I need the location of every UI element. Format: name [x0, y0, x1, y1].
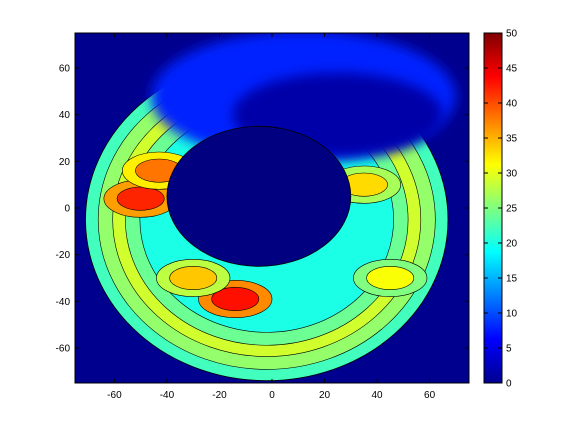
x-tick-label: 0	[269, 390, 275, 401]
x-tick-label: 20	[319, 390, 331, 401]
colorbar-tick-label: 15	[506, 274, 518, 285]
x-tick-label: 40	[372, 390, 384, 401]
colorbar-tick-label: 40	[506, 99, 518, 110]
data-field	[85, 33, 457, 382]
data-hotspot-core	[211, 287, 260, 311]
y-tick-label: 60	[59, 64, 71, 75]
colorbar-tick-label: 5	[506, 344, 512, 355]
data-hotspot-core	[366, 266, 415, 290]
y-tick-label: 40	[59, 110, 71, 121]
colorbar-tick-label: 0	[506, 379, 512, 390]
x-axis: -60 -40 -20 0 20 40 60	[107, 33, 436, 401]
x-tick-label: -40	[160, 390, 175, 401]
y-tick-label: -60	[56, 344, 71, 355]
colorbar-tick-label: 45	[506, 64, 518, 75]
colorbar-tick-label: 25	[506, 204, 518, 215]
colorbar-tick-label: 20	[506, 239, 518, 250]
y-tick-label: 20	[59, 157, 71, 168]
y-tick-label: -40	[56, 297, 71, 308]
data-hotspot-core	[116, 186, 165, 211]
colorbar-tick-label: 35	[506, 134, 518, 145]
data-inner-low	[166, 125, 352, 267]
colorbar-tick-label: 10	[506, 309, 518, 320]
colorbar-tick-label: 50	[506, 29, 518, 40]
x-tick-label: -60	[107, 390, 122, 401]
y-tick-label: 0	[64, 204, 70, 215]
x-tick-label: -20	[212, 390, 227, 401]
x-tick-label: 60	[424, 390, 436, 401]
data-hotspot-core	[169, 266, 218, 290]
plot-area	[75, 33, 469, 383]
colorbar-tick-label: 30	[506, 169, 518, 180]
y-tick-label: -20	[56, 250, 71, 261]
y-axis: 60 40 20 0 -20 -40 -60	[56, 64, 469, 355]
